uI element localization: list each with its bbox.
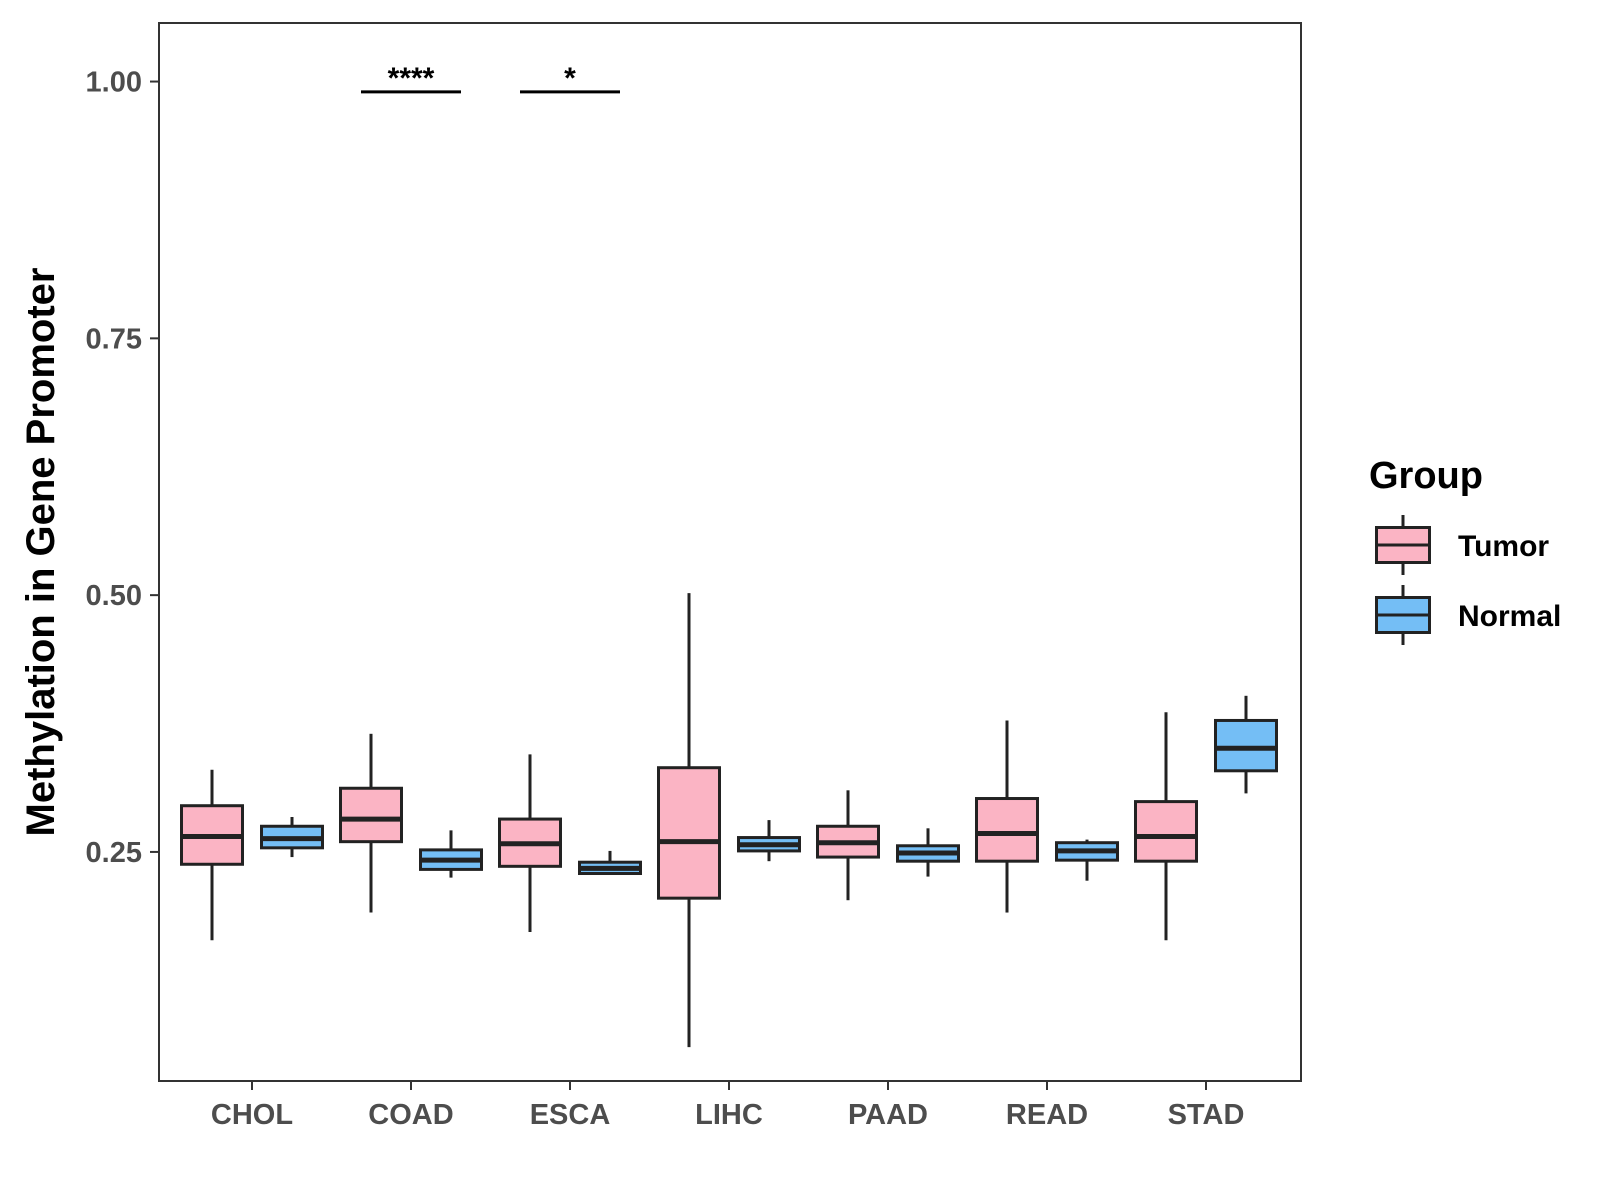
x-tick-label: COAD [368,1099,453,1131]
y-tick-label: 0.25 [86,837,142,869]
legend-label: Normal [1458,600,1561,633]
box-normal-coad [419,830,483,878]
legend: Group Tumor Normal [1369,455,1561,645]
box-normal-esca [578,850,642,876]
box-tumor-lihc [657,593,721,1048]
box-iqr [657,766,721,900]
x-tick-label: STAD [1168,1099,1245,1131]
y-axis: 0.25 0.50 0.75 1.00 [86,67,159,869]
legend-item-tumor: Tumor [1375,515,1549,575]
box-tumor-stad [1134,712,1198,941]
x-tick-label: ESCA [530,1099,611,1131]
box-normal-stad [1214,695,1278,794]
significance-coad: **** [361,62,461,95]
box-normal-read [1055,839,1119,881]
box-tumor-esca [498,754,562,933]
box-iqr [1214,718,1278,773]
legend-label: Tumor [1458,530,1549,563]
significance-esca: * [520,62,620,95]
significance-label: **** [388,62,435,95]
plot-panel-border [158,22,1302,1082]
x-axis: CHOL COAD ESCA LIHC PAAD READ STAD [211,1081,1244,1131]
legend-title: Group [1369,455,1483,497]
legend-item-normal: Normal [1375,585,1561,645]
box-tumor-read [975,720,1039,913]
x-tick-label: PAAD [848,1099,928,1131]
x-tick-label: LIHC [695,1099,763,1131]
y-tick-label: 0.50 [86,580,142,612]
box-tumor-paad [816,790,880,901]
box-iqr [339,786,403,844]
x-tick-label: CHOL [211,1099,293,1131]
y-axis-title: Methylation in Gene Promoter [19,268,63,837]
box-iqr [1134,800,1198,863]
y-tick-label: 0.75 [86,323,142,355]
box-normal-paad [896,828,960,877]
box-normal-chol [260,817,324,858]
x-tick-label: READ [1006,1099,1088,1131]
box-iqr [975,797,1039,863]
box-normal-lihc [737,820,801,862]
y-tick-label: 1.00 [86,67,142,99]
plot-area: **** * [180,62,1278,1048]
box-tumor-coad [339,733,403,913]
significance-label: * [564,62,576,95]
box-tumor-chol [180,769,244,941]
